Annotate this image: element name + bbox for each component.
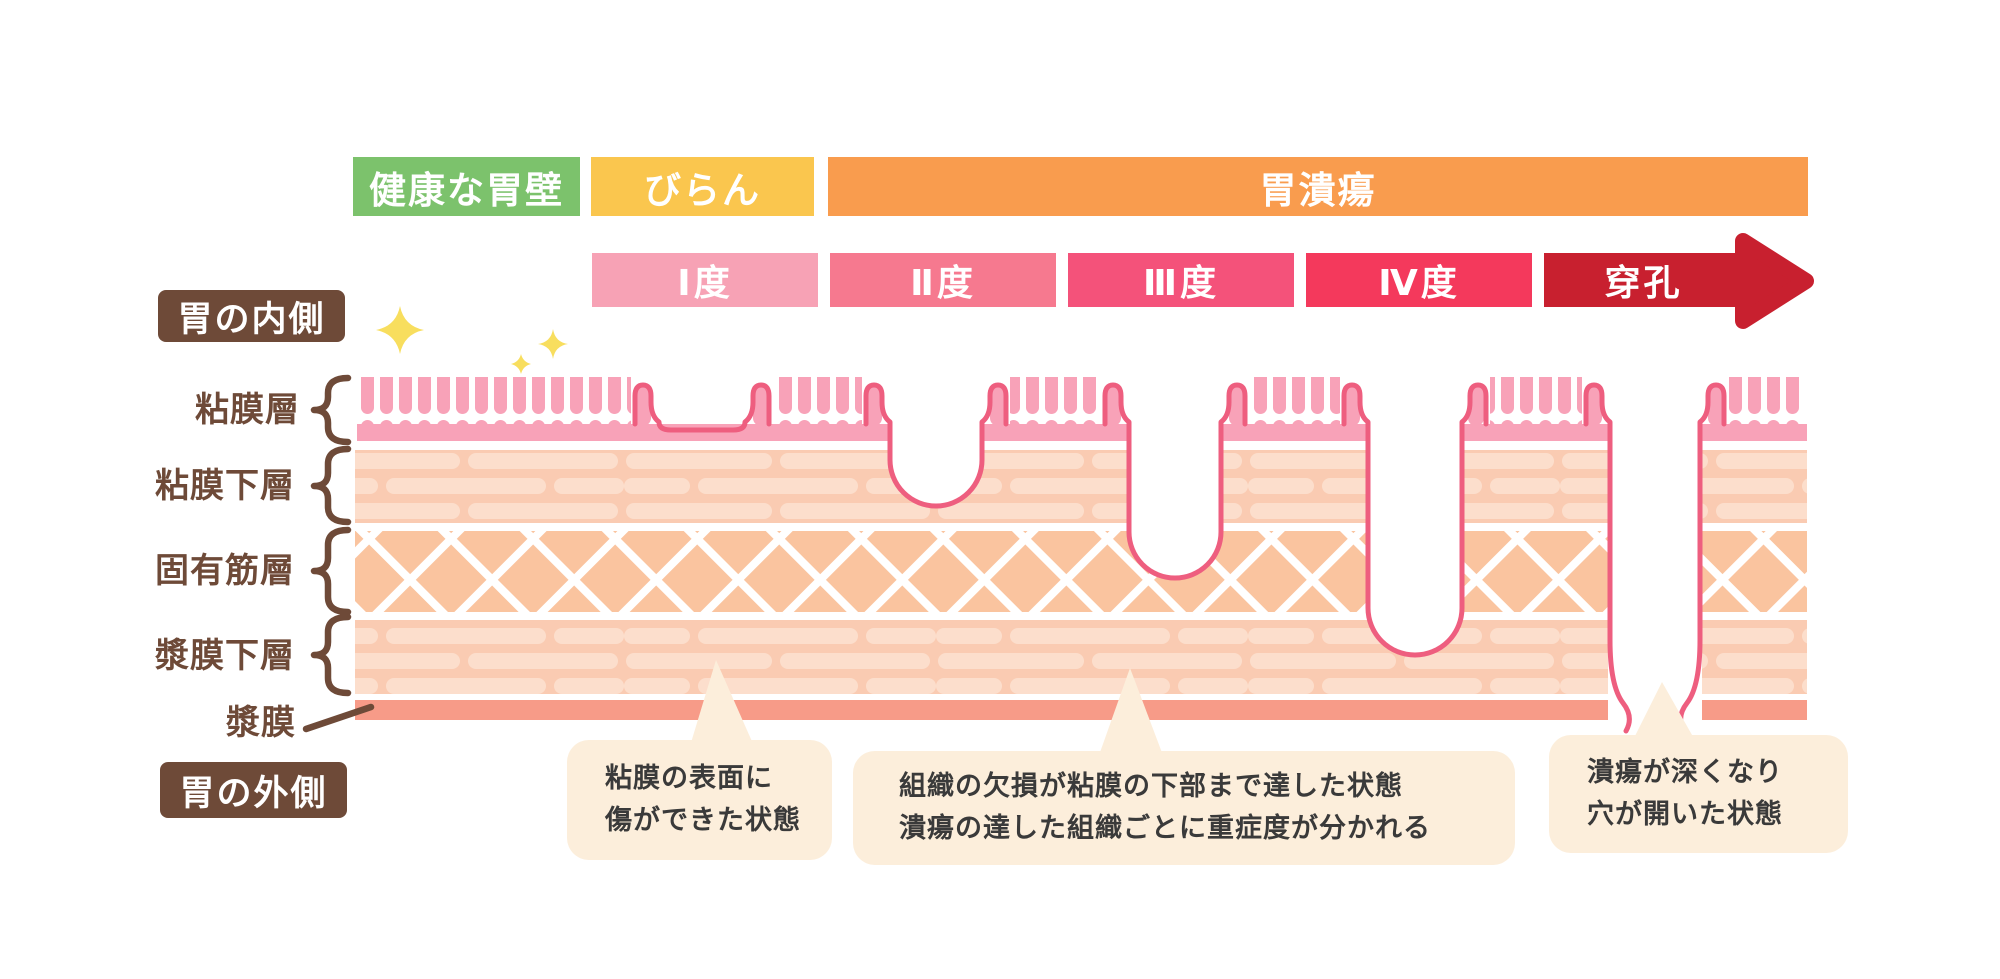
perforation-arrow-icon xyxy=(1735,233,1814,329)
sparkle-icon xyxy=(376,306,568,374)
layer-label-mucosa: 粘膜層 xyxy=(195,391,300,429)
layer-label-submucosa: 粘膜下層 xyxy=(155,467,295,505)
mucosa-brace xyxy=(310,374,352,446)
muscularis-brace xyxy=(310,526,352,616)
phase-box-erosion: びらん xyxy=(591,157,814,216)
serosa-layer xyxy=(355,700,1807,720)
stage-label: Ⅳ度 xyxy=(1378,262,1460,303)
serosa-pointer-line xyxy=(302,703,375,733)
stage-label: Ⅱ度 xyxy=(910,262,976,303)
phase-label: びらん xyxy=(644,169,761,211)
stage-label: 穿孔 xyxy=(1604,262,1683,303)
submucosa-layer xyxy=(355,450,1807,523)
muscularis-layer xyxy=(355,531,1807,612)
callout-tails xyxy=(690,660,1696,758)
stage-box-grade4: Ⅳ度 xyxy=(1306,253,1532,307)
callout-ulcer-grades: 組織の欠損が粘膜の下部まで達した状態 潰瘍の達した組織ごとに重症度が分かれる xyxy=(853,751,1515,865)
stage-box-grade3: Ⅲ度 xyxy=(1068,253,1294,307)
callout-perforation: 潰瘍が深くなり 穴が開いた状態 xyxy=(1549,735,1848,853)
callout-text: 粘膜の表面に 傷ができた状態 xyxy=(605,763,801,835)
stomach-outside-label: 胃の外側 xyxy=(179,773,328,813)
phase-box-ulcer: 胃潰瘍 xyxy=(828,157,1808,216)
perforation-right-edge xyxy=(1678,382,1727,734)
mucosa-layer xyxy=(357,377,1807,441)
stage-box-grade1: Ⅰ度 xyxy=(592,253,818,307)
callout-text: 組織の欠損が粘膜の下部まで達した状態 潰瘍の達した組織ごとに重症度が分かれる xyxy=(899,771,1431,843)
stomach-inside-label: 胃の内側 xyxy=(177,299,326,339)
stage-label: Ⅲ度 xyxy=(1142,262,1220,303)
subserosa-brace xyxy=(310,613,352,697)
stage-box-grade2: Ⅱ度 xyxy=(830,253,1056,307)
callout-text: 潰瘍が深くなり 穴が開いた状態 xyxy=(1587,757,1783,829)
perforation-left-edge xyxy=(1583,382,1632,734)
submucosa-brace xyxy=(310,445,352,526)
subserosa-layer xyxy=(355,620,1807,694)
ulcer-pit-cutouts xyxy=(657,372,1702,732)
layer-braces xyxy=(302,374,375,733)
pit-edge-bumps xyxy=(635,386,1724,426)
callout-erosion: 粘膜の表面に 傷ができた状態 xyxy=(567,740,832,860)
stomach-outside-box: 胃の外側 xyxy=(160,762,347,818)
phase-label: 健康な胃壁 xyxy=(369,169,564,211)
layer-label-serosa: 漿膜 xyxy=(226,704,296,742)
ulcer-pit-outlines xyxy=(632,382,1727,734)
phase-label: 胃潰瘍 xyxy=(1259,169,1377,211)
stage-label: Ⅰ度 xyxy=(677,262,733,303)
phase-box-healthy: 健康な胃壁 xyxy=(353,157,580,216)
layer-label-subserosa: 漿膜下層 xyxy=(155,637,295,675)
layer-label-muscularis: 固有筋層 xyxy=(155,552,295,590)
stomach-inside-box: 胃の内側 xyxy=(158,290,345,342)
stage-box-perforation: 穿孔 xyxy=(1544,253,1743,307)
